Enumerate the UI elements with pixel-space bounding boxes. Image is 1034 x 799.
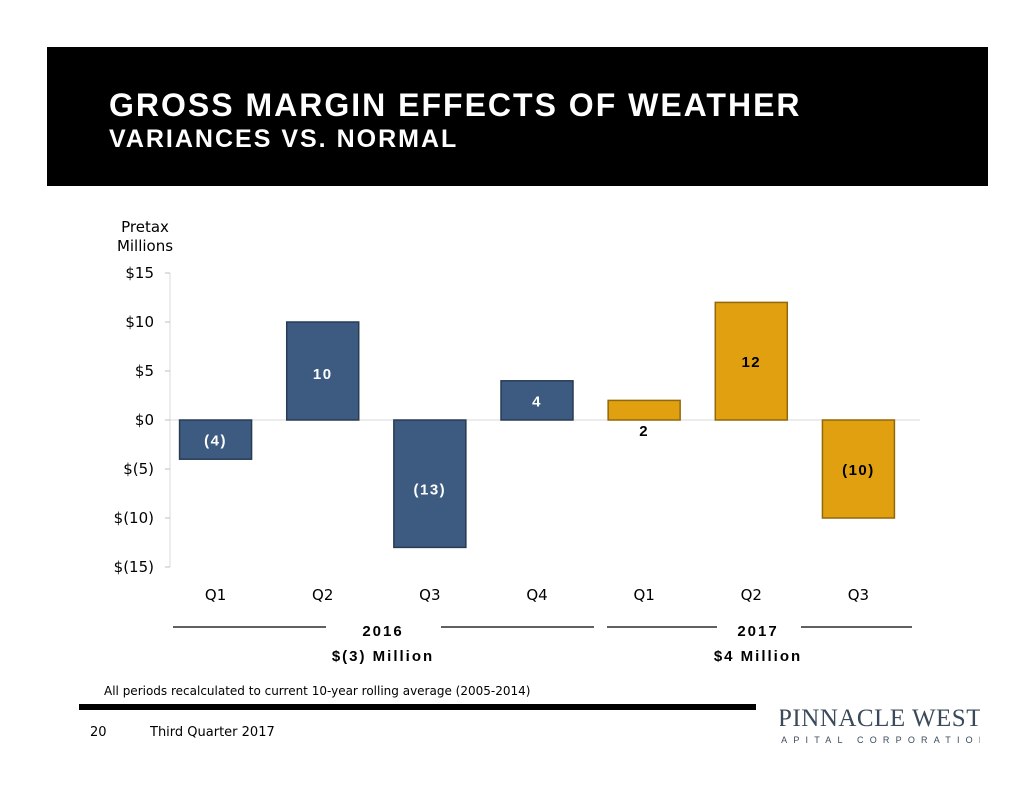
- y-tick-label: $(10): [114, 509, 154, 527]
- group-total-label: $(3) Million: [332, 648, 434, 665]
- bar-value-label: 2: [639, 423, 649, 440]
- bar-2016-q4: [500, 380, 574, 421]
- y-tick-label: $10: [125, 313, 154, 331]
- bar-value-label: 4: [532, 393, 542, 410]
- y-tick-label: $(5): [123, 460, 154, 478]
- bar-value-label: (10): [842, 462, 875, 479]
- x-tick-label: Q1: [633, 586, 654, 604]
- bar-2017-q2: [714, 301, 789, 421]
- x-tick-label: Q3: [848, 586, 869, 604]
- group-year-label: 2017: [737, 623, 778, 640]
- x-tick-label: Q3: [419, 586, 440, 604]
- y-axis-label-line2: Millions: [116, 237, 174, 255]
- y-tick-label: $15: [125, 264, 154, 282]
- x-tick-label: Q2: [741, 586, 762, 604]
- x-tick-label: Q4: [526, 586, 547, 604]
- bar-2016-q1: [178, 419, 253, 460]
- page-number: 20: [90, 725, 107, 740]
- x-tick-label: Q2: [312, 586, 333, 604]
- group-year-label: 2016: [362, 623, 403, 640]
- bar-2016-q3: [393, 419, 467, 549]
- page-title: GROSS MARGIN EFFECTS OF WEATHER: [109, 87, 802, 123]
- bar-value-label: (4): [204, 433, 227, 450]
- group-total-label: $4 Million: [714, 648, 802, 665]
- logo-sub-text: CAPITAL CORPORATION: [780, 735, 980, 745]
- y-axis-label-line1: Pretax: [121, 218, 169, 236]
- title-banner: GROSS MARGIN EFFECTS OF WEATHER VARIANCE…: [47, 47, 988, 186]
- bar-value-label: (13): [414, 482, 447, 499]
- y-tick-label: $0: [135, 411, 154, 429]
- bar-2017-q3: [821, 419, 896, 519]
- y-axis-label: Pretax Millions: [100, 218, 190, 256]
- footnote: All periods recalculated to current 10-y…: [104, 684, 531, 698]
- bar-chart: $15 $10 $5 $0 $(5) $(10) $(15) (4) Q1 10 Q2 (13) Q3 4…: [114, 264, 920, 665]
- footer-rule: [79, 704, 756, 710]
- bar-value-label: 10: [313, 366, 333, 383]
- x-tick-label: Q1: [205, 586, 226, 604]
- y-tick-label: $5: [135, 362, 154, 380]
- report-period: Third Quarter 2017: [150, 725, 275, 740]
- logo-main-text: PINNACLE WEST: [780, 705, 980, 732]
- bar-2017-q1: [607, 399, 681, 421]
- bar-2016-q2: [285, 321, 360, 421]
- bar-value-label: 12: [741, 354, 761, 371]
- page-subtitle: VARIANCES VS. NORMAL: [109, 125, 459, 153]
- company-logo: PINNACLE WEST CAPITAL CORPORATION: [780, 705, 980, 745]
- y-tick-label: $(15): [114, 558, 154, 576]
